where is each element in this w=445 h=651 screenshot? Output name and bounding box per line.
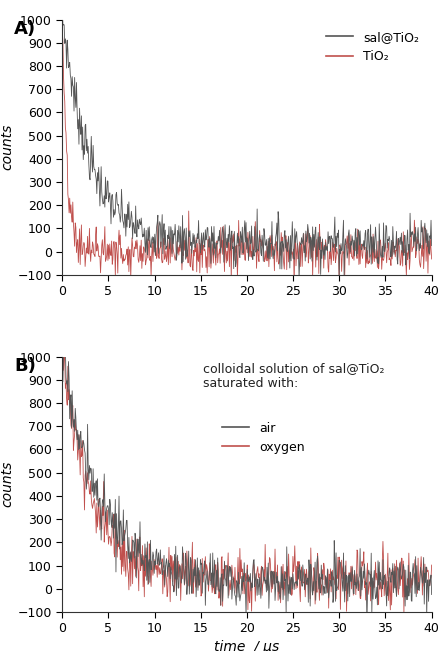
Y-axis label: counts: counts [1,124,15,171]
Text: A): A) [14,20,36,38]
X-axis label: time  / μs: time / μs [214,639,279,651]
Text: B): B) [14,357,36,374]
Text: colloidal solution of sal@TiO₂
saturated with:: colloidal solution of sal@TiO₂ saturated… [202,362,384,390]
Legend: sal@TiO₂, TiO₂: sal@TiO₂, TiO₂ [323,29,422,66]
Y-axis label: counts: counts [1,461,15,507]
Legend: air, oxygen: air, oxygen [219,419,307,456]
